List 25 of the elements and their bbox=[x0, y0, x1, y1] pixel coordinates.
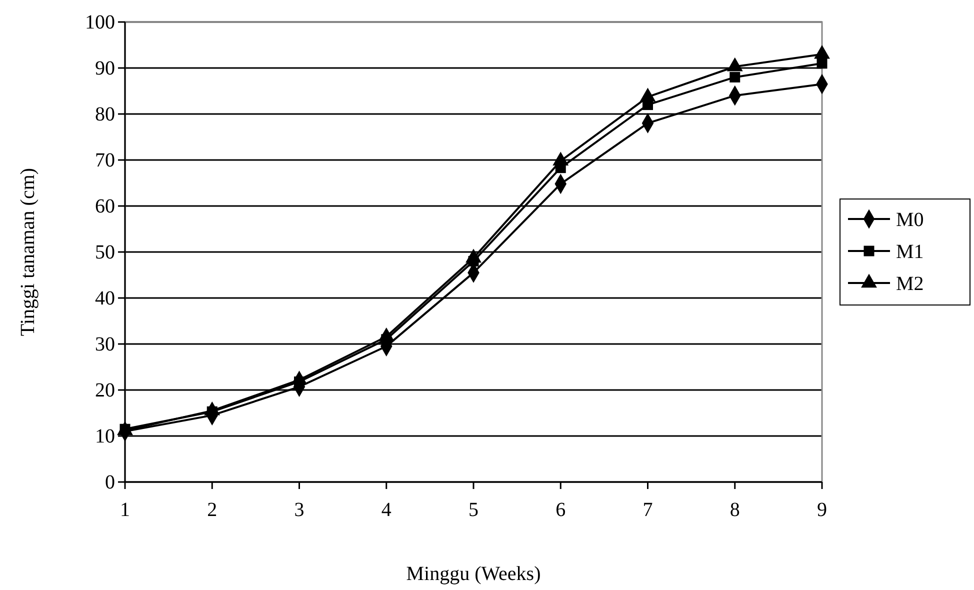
y-tick-label: 60 bbox=[95, 195, 115, 218]
y-tick-label: 30 bbox=[95, 333, 115, 356]
x-tick-label: 4 bbox=[381, 499, 392, 521]
x-tick-label: 1 bbox=[120, 499, 130, 521]
x-tick-label: 2 bbox=[207, 499, 218, 521]
y-tick-label: 10 bbox=[95, 425, 115, 448]
y-tick-label: 50 bbox=[95, 241, 115, 264]
x-tick-label: 3 bbox=[294, 499, 304, 521]
y-tick-label: 70 bbox=[95, 149, 115, 172]
legend-label: M2 bbox=[896, 273, 924, 295]
legend-label: M0 bbox=[896, 209, 924, 231]
y-axis-title: Tinggi tanaman (cm) bbox=[17, 168, 39, 336]
y-tick-label: 90 bbox=[95, 57, 115, 80]
x-tick-label: 6 bbox=[556, 499, 566, 521]
x-tick-label: 8 bbox=[730, 499, 740, 521]
y-tick-label: 80 bbox=[95, 103, 115, 126]
x-tick-label: 7 bbox=[642, 499, 653, 521]
x-axis-title: Minggu (Weeks) bbox=[406, 563, 541, 585]
y-tick-label: 100 bbox=[85, 11, 115, 34]
legend-label: M1 bbox=[896, 241, 924, 263]
x-tick-label: 5 bbox=[468, 499, 478, 521]
x-tick-label: 9 bbox=[817, 499, 827, 521]
y-tick-label: 40 bbox=[95, 287, 115, 310]
y-tick-label: 0 bbox=[105, 471, 115, 494]
y-tick-label: 20 bbox=[95, 379, 115, 402]
